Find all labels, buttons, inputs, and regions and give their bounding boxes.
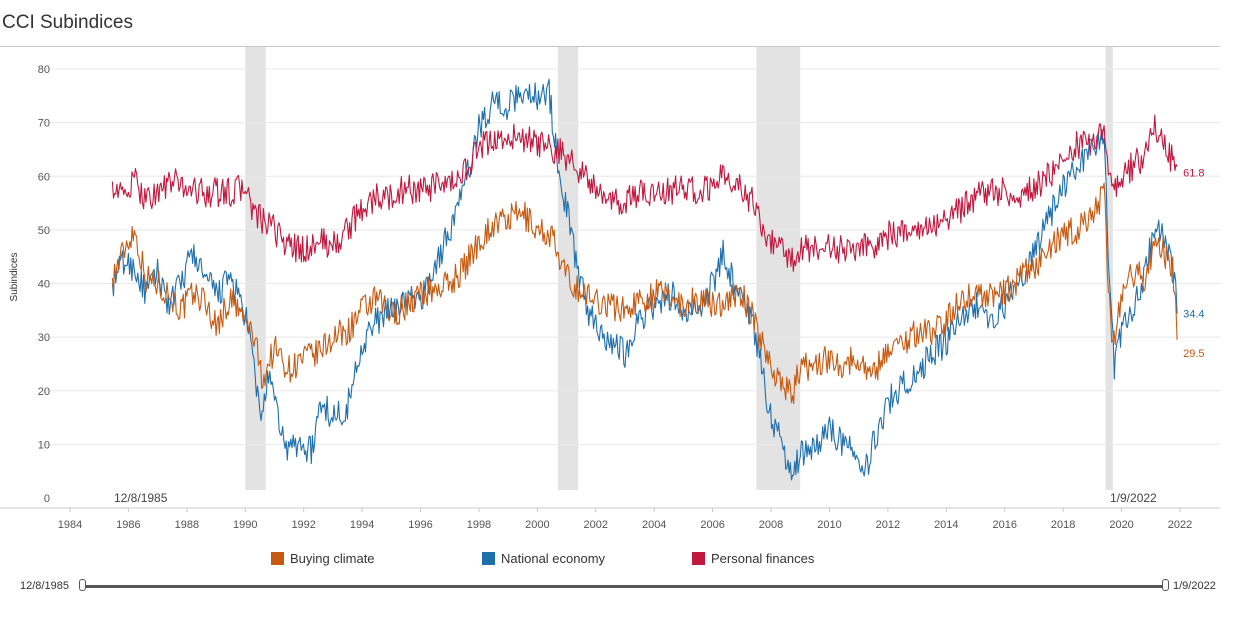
slider-start-label: 12/8/1985 [20, 580, 69, 592]
series-line-personal-finances [111, 114, 1178, 272]
legend-swatch-personal-finances [692, 552, 705, 565]
y-tick-label: 0 [44, 493, 50, 505]
recession-bands [245, 47, 1113, 490]
x-tick-label: 1992 [291, 519, 315, 531]
x-tick-label: 1998 [467, 519, 491, 531]
y-tick-label: 10 [38, 439, 50, 451]
x-tick-label: 2008 [759, 519, 783, 531]
y-tick-label: 50 [38, 225, 50, 237]
legend: Buying climate National economy Personal… [0, 551, 1239, 571]
y-tick-label: 30 [38, 332, 50, 344]
legend-swatch-national-economy [482, 552, 495, 565]
legend-item-national-economy[interactable]: National economy [482, 551, 605, 566]
series-line-national-economy [111, 78, 1178, 481]
chart-title: CCI Subindices [2, 12, 133, 33]
recession-band [245, 47, 266, 490]
x-tick-label: 1990 [233, 519, 257, 531]
x-tick-label: 2000 [525, 519, 549, 531]
start-date-annotation: 12/8/1985 [114, 491, 168, 505]
slider-track[interactable] [84, 585, 1168, 588]
end-value-label: 34.4 [1183, 309, 1204, 321]
x-tick-label: 1994 [350, 519, 374, 531]
legend-label-buying-climate: Buying climate [290, 551, 375, 566]
x-tick-label: 2022 [1168, 519, 1192, 531]
x-tick-label: 2018 [1051, 519, 1075, 531]
x-tick-label: 1986 [116, 519, 140, 531]
x-tick-label: 2002 [584, 519, 608, 531]
gridlines [42, 68, 1220, 445]
x-tick-label: 2020 [1109, 519, 1133, 531]
y-tick-label: 80 [38, 64, 50, 76]
date-range-slider[interactable]: 12/8/1985 1/9/2022 [0, 576, 1239, 596]
end-value-label: 29.5 [1183, 348, 1204, 360]
legend-label-personal-finances: Personal finances [711, 551, 815, 566]
title-divider [0, 46, 1220, 47]
y-tick-label: 20 [38, 386, 50, 398]
x-tick-label: 2004 [642, 519, 666, 531]
slider-start-handle[interactable] [79, 579, 86, 591]
y-tick-label: 40 [38, 279, 50, 291]
slider-end-handle[interactable] [1162, 579, 1169, 591]
y-tick-label: 60 [38, 171, 50, 183]
legend-label-national-economy: National economy [501, 551, 606, 566]
x-tick-label: 1988 [175, 519, 199, 531]
series-lines [111, 78, 1178, 481]
x-tick-label: 1984 [58, 519, 82, 531]
y-tick-label: 70 [38, 118, 50, 130]
x-tick-label: 2016 [992, 519, 1016, 531]
x-tick-label: 2006 [700, 519, 724, 531]
legend-item-buying-climate[interactable]: Buying climate [271, 551, 375, 566]
annotations: 29.5 34.4 61.8 12/8/1985 1/9/2022 [114, 168, 1205, 505]
x-tick-label: 1996 [408, 519, 432, 531]
x-tick-label: 2010 [817, 519, 841, 531]
legend-swatch-buying-climate [271, 552, 284, 565]
legend-item-personal-finances[interactable]: Personal finances [692, 551, 814, 566]
end-value-label: 61.8 [1183, 168, 1204, 180]
slider-end-label: 1/9/2022 [1173, 580, 1216, 592]
axes: 0 10 20 30 40 50 60 70 80 1984 1986 1988 1990 1992 199… [0, 64, 1220, 531]
x-tick-label: 2014 [934, 519, 958, 531]
end-date-annotation: 1/9/2022 [1110, 491, 1157, 505]
x-tick-label: 2012 [876, 519, 900, 531]
y-axis-label: Subindices [9, 253, 20, 302]
recession-band [557, 47, 579, 490]
series-line-buying-climate [111, 182, 1178, 405]
